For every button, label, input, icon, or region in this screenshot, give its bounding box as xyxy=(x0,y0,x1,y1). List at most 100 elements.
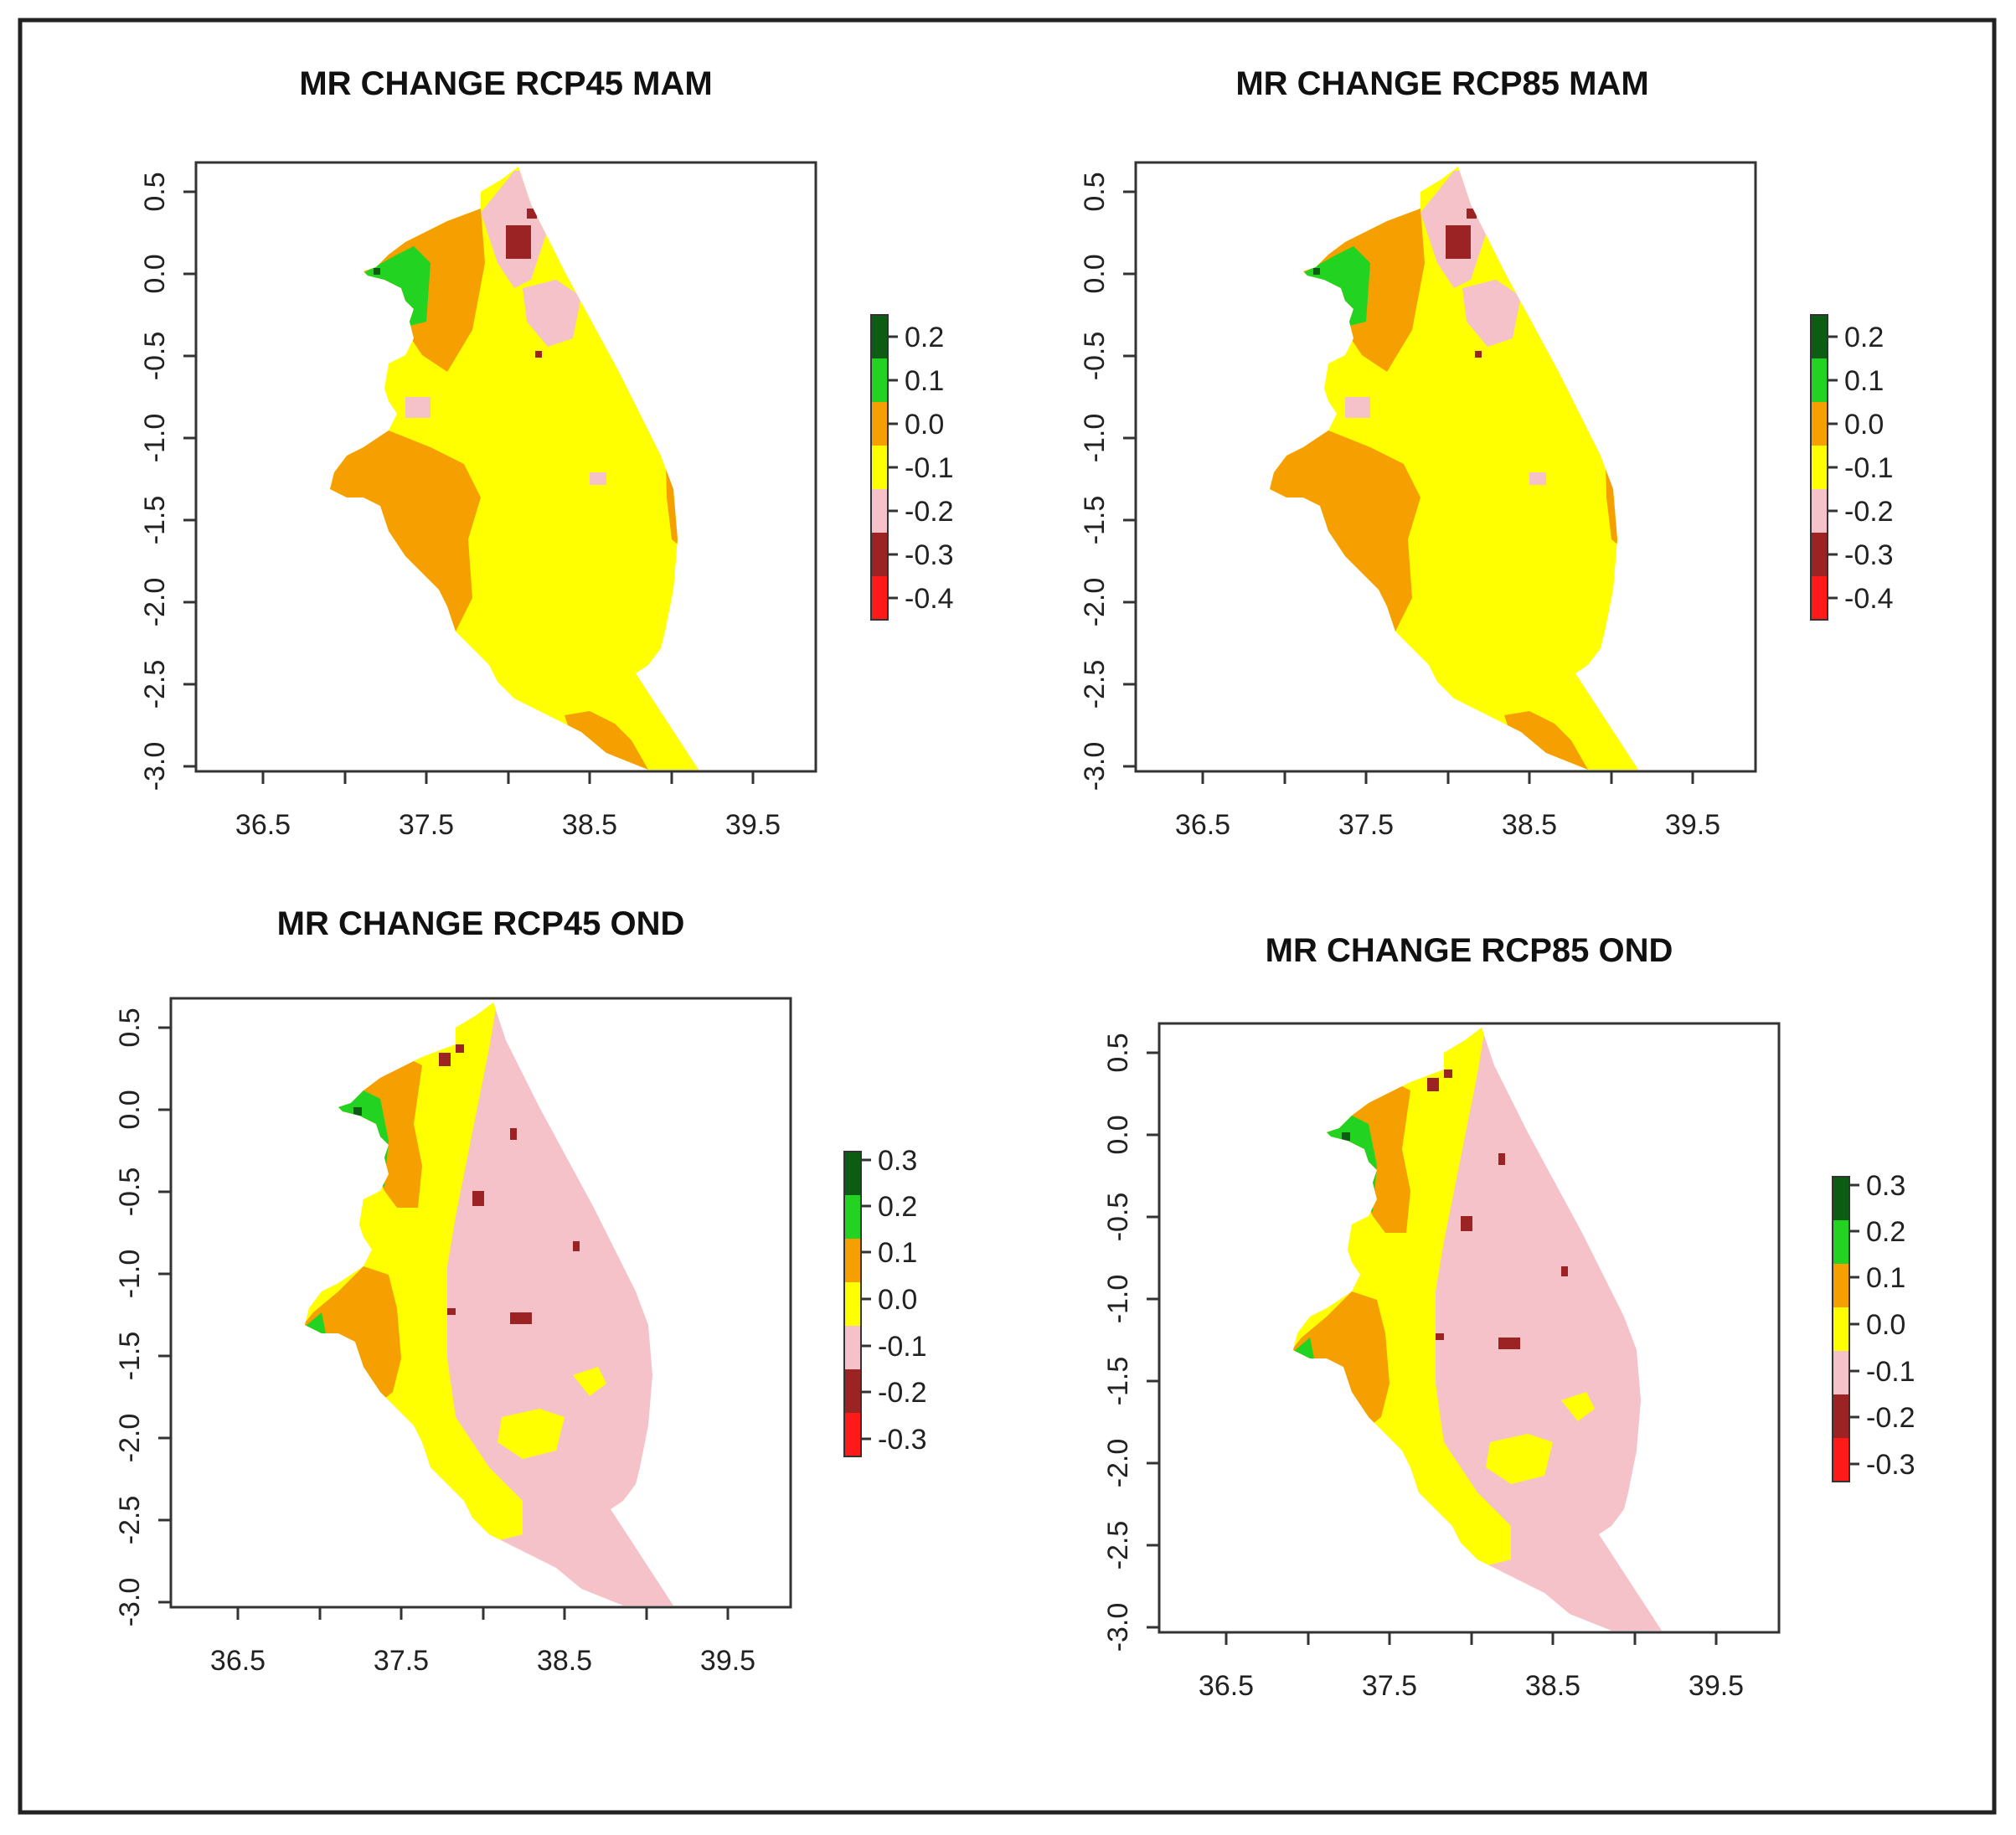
colorbar-swatch xyxy=(1811,489,1828,533)
colorbar-swatch xyxy=(1833,1177,1849,1220)
colorbar-label: 0.1 xyxy=(1866,1262,1905,1294)
colorbar-label: -0.1 xyxy=(905,452,954,484)
colorbar-label: 0.1 xyxy=(1844,365,1884,397)
colorbar-swatch xyxy=(844,1152,861,1195)
colorbar-swatch xyxy=(871,402,888,446)
colorbar-swatch xyxy=(1811,533,1828,576)
y-tick-label: -2.5 xyxy=(1102,1521,1134,1570)
colorbar-swatch xyxy=(1811,446,1828,489)
colorbar-label: -0.1 xyxy=(878,1331,927,1363)
y-tick-label: -1.5 xyxy=(1102,1357,1134,1406)
y-tick-label: 0.0 xyxy=(1102,1115,1134,1154)
colorbar: 0.3 0.2 0.1 0.0 -0.1 -0.2 -0.3 xyxy=(843,1145,927,1457)
plot-frame xyxy=(1134,161,1757,773)
x-tick-label: 36.5 xyxy=(210,1645,266,1677)
plot-frame xyxy=(1158,1022,1781,1634)
y-tick-label: -1.0 xyxy=(1079,414,1111,463)
colorbar-swatch xyxy=(871,315,888,358)
colorbar-swatch xyxy=(1833,1351,1849,1394)
y-tick-label: 0.0 xyxy=(1079,254,1111,293)
y-tick-label: 0.5 xyxy=(139,172,171,211)
y-tick-label: 0.0 xyxy=(114,1090,146,1129)
colorbar-label: 0.0 xyxy=(878,1284,917,1316)
x-tick-label: 36.5 xyxy=(235,809,291,841)
colorbar-label: -0.2 xyxy=(1844,496,1894,528)
x-tick-label: 38.5 xyxy=(537,1645,592,1677)
figure-border xyxy=(18,18,1997,1815)
x-tick-label: 36.5 xyxy=(1199,1670,1254,1702)
x-tick-label: 38.5 xyxy=(1502,809,1557,841)
x-tick-label: 39.5 xyxy=(725,809,781,841)
y-tick-label: -1.0 xyxy=(139,414,171,463)
y-tick-label: 0.5 xyxy=(114,1008,146,1047)
map-panel-rcp85-ond: MR CHANGE RCP85 OND 36.5 37.5 38.5 39.5 xyxy=(1102,932,1915,1702)
colorbar-swatch xyxy=(844,1282,861,1326)
colorbar-swatch xyxy=(1833,1220,1849,1264)
colorbar: 0.2 0.1 0.0 -0.1 -0.2 -0.3 -0.4 xyxy=(870,314,954,621)
x-tick-label: 37.5 xyxy=(374,1645,429,1677)
colorbar-label: -0.4 xyxy=(1844,583,1894,615)
map-panel-rcp45-ond: MR CHANGE RCP45 OND 36.5 37.5 38.5 39.5 xyxy=(114,905,927,1677)
colorbar-swatch xyxy=(1811,358,1828,402)
plot-frame xyxy=(169,997,792,1609)
y-tick-label: -2.0 xyxy=(1079,578,1111,627)
colorbar-label: -0.2 xyxy=(878,1377,927,1409)
x-tick-label: 38.5 xyxy=(1525,1670,1580,1702)
y-tick-label: -3.0 xyxy=(1102,1603,1134,1652)
colorbar-swatch xyxy=(1833,1438,1849,1482)
colorbar-swatch xyxy=(844,1326,861,1369)
y-tick-label: -0.5 xyxy=(1079,332,1111,381)
panel-title: MR CHANGE RCP45 MAM xyxy=(299,65,712,102)
colorbar-swatch xyxy=(844,1195,861,1239)
colorbar-swatch xyxy=(1833,1264,1849,1307)
x-tick-label: 37.5 xyxy=(399,809,454,841)
colorbar-label: -0.3 xyxy=(905,539,954,571)
x-axis: 36.5 37.5 38.5 39.5 xyxy=(210,1607,755,1677)
y-tick-label: -1.0 xyxy=(1102,1275,1134,1324)
map-panel-rcp85-mam: MR CHANGE RCP85 MAM 36.5 37.5 38.5 39.5 xyxy=(1079,65,1894,841)
x-axis: 36.5 37.5 38.5 39.5 xyxy=(235,771,781,841)
map-panel-rcp45-mam: MR CHANGE RCP45 MAM 36.5 37.5 38.5 39.5 xyxy=(139,65,954,841)
colorbar-label: 0.0 xyxy=(1866,1309,1905,1341)
colorbar-swatch xyxy=(1811,402,1828,446)
colorbar-label: -0.2 xyxy=(905,496,954,528)
y-tick-label: -2.0 xyxy=(139,578,171,627)
y-tick-label: -1.5 xyxy=(139,496,171,545)
y-tick-label: 0.0 xyxy=(139,254,171,293)
colorbar-label: -0.3 xyxy=(1844,539,1894,571)
x-tick-label: 38.5 xyxy=(562,809,617,841)
y-tick-label: -1.0 xyxy=(114,1250,146,1299)
colorbar-label: 0.2 xyxy=(1866,1216,1905,1248)
colorbar-label: -0.2 xyxy=(1866,1402,1915,1434)
colorbar: 0.2 0.1 0.0 -0.1 -0.2 -0.3 -0.4 xyxy=(1810,314,1894,621)
colorbar-label: 0.1 xyxy=(905,365,944,397)
y-tick-label: -2.5 xyxy=(114,1496,146,1545)
colorbar-label: 0.3 xyxy=(1866,1170,1905,1202)
colorbar-label: -0.4 xyxy=(905,583,954,615)
y-axis: 0.5 0.0 -0.5 -1.0 -1.5 -2.0 -2.5 -3.0 xyxy=(114,1008,171,1626)
y-tick-label: -2.5 xyxy=(139,660,171,709)
y-axis: 0.5 0.0 -0.5 -1.0 -1.5 -2.0 -2.5 -3.0 xyxy=(1102,1033,1159,1652)
colorbar-label: -0.3 xyxy=(878,1424,927,1456)
y-tick-label: -2.0 xyxy=(1102,1439,1134,1488)
colorbar-label: 0.1 xyxy=(878,1237,917,1269)
y-tick-label: -0.5 xyxy=(114,1167,146,1217)
y-tick-label: -2.0 xyxy=(114,1414,146,1463)
colorbar-swatch xyxy=(871,489,888,533)
y-tick-label: 0.5 xyxy=(1079,172,1111,211)
x-tick-label: 37.5 xyxy=(1338,809,1394,841)
colorbar-label: 0.2 xyxy=(878,1191,917,1223)
colorbar-swatch xyxy=(844,1413,861,1456)
y-tick-label: -1.5 xyxy=(1079,496,1111,545)
y-tick-label: -3.0 xyxy=(139,742,171,791)
plot-frame xyxy=(194,161,817,773)
colorbar-label: 0.0 xyxy=(905,409,944,441)
y-tick-label: 0.5 xyxy=(1102,1033,1134,1072)
colorbar-label: -0.1 xyxy=(1866,1356,1915,1388)
y-tick-label: -1.5 xyxy=(114,1332,146,1381)
panel-title: MR CHANGE RCP45 OND xyxy=(277,905,685,942)
colorbar-label: 0.2 xyxy=(905,322,944,353)
y-tick-label: -2.5 xyxy=(1079,660,1111,709)
colorbar-swatch xyxy=(844,1239,861,1282)
